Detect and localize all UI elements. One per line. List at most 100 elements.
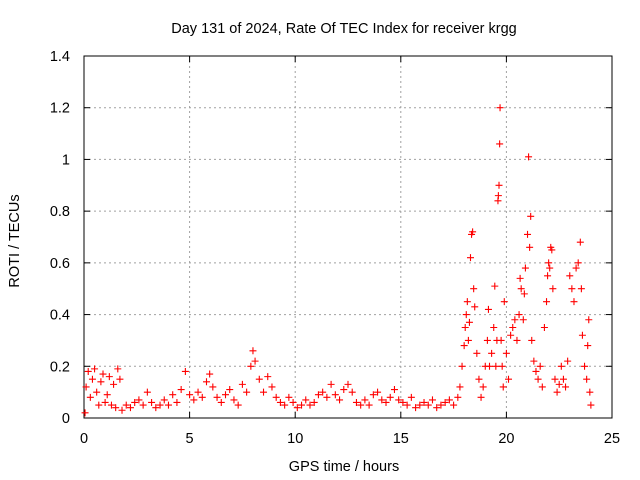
y-tick-label: 1.4	[50, 49, 70, 65]
data-point	[365, 401, 373, 409]
data-point	[527, 212, 535, 220]
data-point	[93, 388, 101, 396]
data-point	[202, 378, 210, 386]
data-point	[412, 404, 420, 412]
data-point	[234, 401, 242, 409]
data-point	[464, 336, 472, 344]
data-point	[285, 393, 293, 401]
data-point	[543, 298, 551, 306]
data-point	[497, 336, 505, 344]
data-point	[520, 290, 528, 298]
data-point	[576, 238, 584, 246]
data-point	[549, 285, 557, 293]
data-point	[131, 398, 139, 406]
data-point	[568, 285, 576, 293]
data-point	[112, 404, 120, 412]
data-point	[525, 153, 533, 161]
data-point	[298, 401, 306, 409]
x-tick-labels: 0 5 10 15 20 25	[80, 431, 620, 447]
data-point	[230, 396, 238, 404]
data-point	[496, 140, 504, 148]
data-point	[101, 398, 109, 406]
data-point	[437, 401, 445, 409]
data-point	[564, 357, 572, 365]
data-point	[395, 396, 403, 404]
data-point	[516, 274, 524, 282]
x-axis-label: GPS time / hours	[289, 459, 399, 475]
data-point	[428, 396, 436, 404]
data-point	[310, 398, 318, 406]
data-point	[540, 324, 548, 331]
data-point	[139, 401, 147, 409]
data-point	[281, 401, 289, 409]
data-point	[538, 383, 546, 391]
data-point	[249, 347, 257, 355]
data-point	[445, 396, 453, 404]
data-point	[584, 342, 592, 350]
data-point	[198, 393, 206, 401]
data-point	[496, 104, 504, 112]
grid-lines	[84, 56, 612, 418]
data-point	[116, 375, 124, 383]
data-point	[88, 375, 96, 383]
data-point	[190, 396, 198, 404]
data-point	[473, 349, 481, 357]
data-point	[555, 380, 563, 388]
data-point	[536, 362, 544, 370]
data-point	[306, 401, 314, 409]
data-point	[340, 386, 348, 394]
data-point	[160, 396, 168, 404]
data-point	[314, 391, 322, 399]
data-point	[386, 393, 394, 401]
data-point	[581, 362, 589, 370]
data-point	[420, 398, 428, 406]
data-point	[507, 331, 515, 339]
data-point	[238, 380, 246, 388]
data-point	[374, 388, 382, 396]
data-point	[517, 285, 525, 293]
data-point	[118, 406, 126, 414]
data-point	[572, 264, 580, 272]
data-point	[559, 375, 567, 383]
data-point	[416, 401, 424, 409]
data-point	[164, 401, 172, 409]
data-point	[456, 383, 464, 391]
data-point	[110, 380, 118, 388]
x-tick-label: 20	[498, 431, 514, 447]
data-point	[260, 388, 268, 396]
y-tick-label: 0	[62, 411, 70, 427]
data-point	[382, 398, 390, 406]
data-point	[177, 386, 185, 394]
data-point	[255, 375, 263, 383]
data-point	[528, 336, 536, 344]
x-tick-label: 15	[393, 431, 409, 447]
data-point	[156, 401, 164, 409]
data-point	[217, 398, 225, 406]
data-point	[461, 324, 469, 331]
y-tick-label: 0.8	[50, 204, 70, 220]
data-point	[548, 246, 556, 254]
data-point	[206, 370, 214, 378]
data-point	[562, 383, 570, 391]
data-point	[475, 375, 483, 383]
data-point	[181, 367, 189, 375]
data-point	[450, 401, 458, 409]
data-point	[86, 393, 94, 401]
data-point	[586, 388, 594, 396]
data-point	[466, 254, 474, 262]
data-point	[323, 393, 331, 401]
data-point	[479, 383, 487, 391]
y-tick-label: 1.2	[50, 101, 70, 117]
data-point	[465, 318, 473, 326]
data-point	[251, 357, 259, 365]
data-point	[135, 396, 143, 404]
data-point	[222, 391, 230, 399]
data-point	[122, 401, 130, 409]
x-tick-label: 25	[604, 431, 620, 447]
data-point	[515, 311, 523, 319]
data-point	[336, 396, 344, 404]
y-tick-label: 0.4	[50, 308, 70, 324]
data-point	[477, 393, 485, 401]
data-point	[143, 388, 151, 396]
data-point	[97, 378, 105, 386]
